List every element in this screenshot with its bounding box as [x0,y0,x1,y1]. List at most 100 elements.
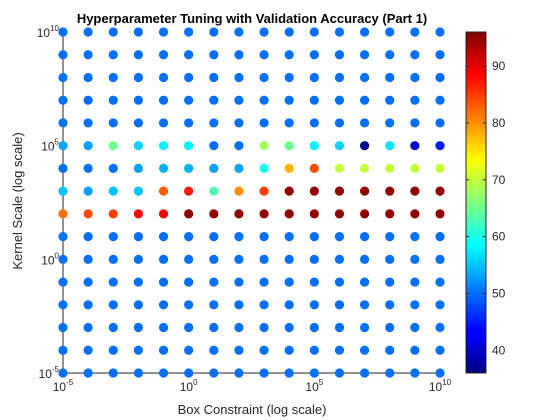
data-point [360,72,370,83]
x-tick-label-base: 10 [429,380,443,394]
y-axis-label: Kernel Scale (log scale) [10,132,25,269]
data-point [209,72,219,83]
data-point [83,186,93,196]
colorbar-ticks: 40 50 60 70 80 90 [466,59,506,357]
data-point [309,300,319,310]
y-tick-label-base: 10 [37,26,51,40]
data-point [108,232,118,242]
data-point [284,345,294,355]
data-point [108,300,118,310]
data-point [209,141,219,151]
data-point [410,368,420,378]
data-point [360,368,370,378]
data-point [209,163,219,173]
data-point [334,277,345,287]
y-tick-label-exponent: 0 [55,251,60,260]
data-point [410,141,420,151]
data-point [184,141,194,151]
data-point [284,141,294,151]
data-point [209,209,219,219]
data-point [360,277,370,287]
data-point [184,368,194,378]
data-point [334,95,345,105]
data-point [83,72,93,83]
data-point [259,300,269,310]
data-point [435,95,445,105]
data-point [360,254,370,264]
data-point [410,322,420,333]
data-point [184,322,194,333]
data-point [259,345,269,355]
x-tick-label-exponent: 5 [319,378,324,387]
data-point [58,27,68,37]
data-point [284,368,294,378]
data-point [334,300,345,310]
data-point [435,186,445,196]
data-point [209,345,219,355]
data-point [209,50,219,60]
data-point [133,95,143,105]
data-point [234,232,244,242]
data-point [184,345,194,355]
colorbar [466,32,486,373]
data-point [284,322,294,333]
y-tick-label-base: 10 [41,140,55,154]
data-point [234,322,244,333]
data-point [360,322,370,333]
data-point [83,27,93,37]
data-point [158,118,169,128]
data-point [158,27,169,37]
data-point [385,27,395,37]
data-point [133,232,143,242]
data-point [209,300,219,310]
colorbar-tick-label: 80 [492,116,506,130]
data-point [58,232,68,242]
x-axis-label: Box Constraint (log scale) [178,402,327,417]
data-point [435,163,445,173]
data-point [108,163,118,173]
y-tick-label: 10-5 [39,365,60,381]
data-point [58,72,68,83]
data-point [360,50,370,60]
data-point [385,345,395,355]
colorbar-tick-label: 50 [492,286,506,300]
data-point [385,72,395,83]
data-point [83,277,93,287]
data-point [209,95,219,105]
data-point [58,50,68,60]
data-point [108,27,118,37]
data-point [158,72,169,83]
data-point [360,345,370,355]
y-tick-label: 1010 [37,24,60,40]
data-point [108,368,118,378]
data-point [410,254,420,264]
data-point [184,277,194,287]
data-point [108,118,118,128]
data-point [58,186,68,196]
data-point [360,300,370,310]
x-tick-label-base: 10 [180,380,194,394]
data-point [158,345,169,355]
data-point [334,209,345,219]
data-point [410,118,420,128]
y-tick-label: 100 [41,251,59,267]
data-point [83,50,93,60]
data-point [184,254,194,264]
data-point [385,186,395,196]
data-point [58,368,68,378]
data-point [108,209,118,219]
data-point [385,254,395,264]
data-point [108,254,118,264]
data-point [284,209,294,219]
data-point [184,95,194,105]
data-point [385,163,395,173]
data-point [209,277,219,287]
data-point [234,186,244,196]
data-point [158,277,169,287]
data-point [108,186,118,196]
data-point [158,186,169,196]
data-point [58,95,68,105]
data-point [334,50,345,60]
y-tick-label-exponent: 5 [55,138,60,147]
data-point [435,50,445,60]
